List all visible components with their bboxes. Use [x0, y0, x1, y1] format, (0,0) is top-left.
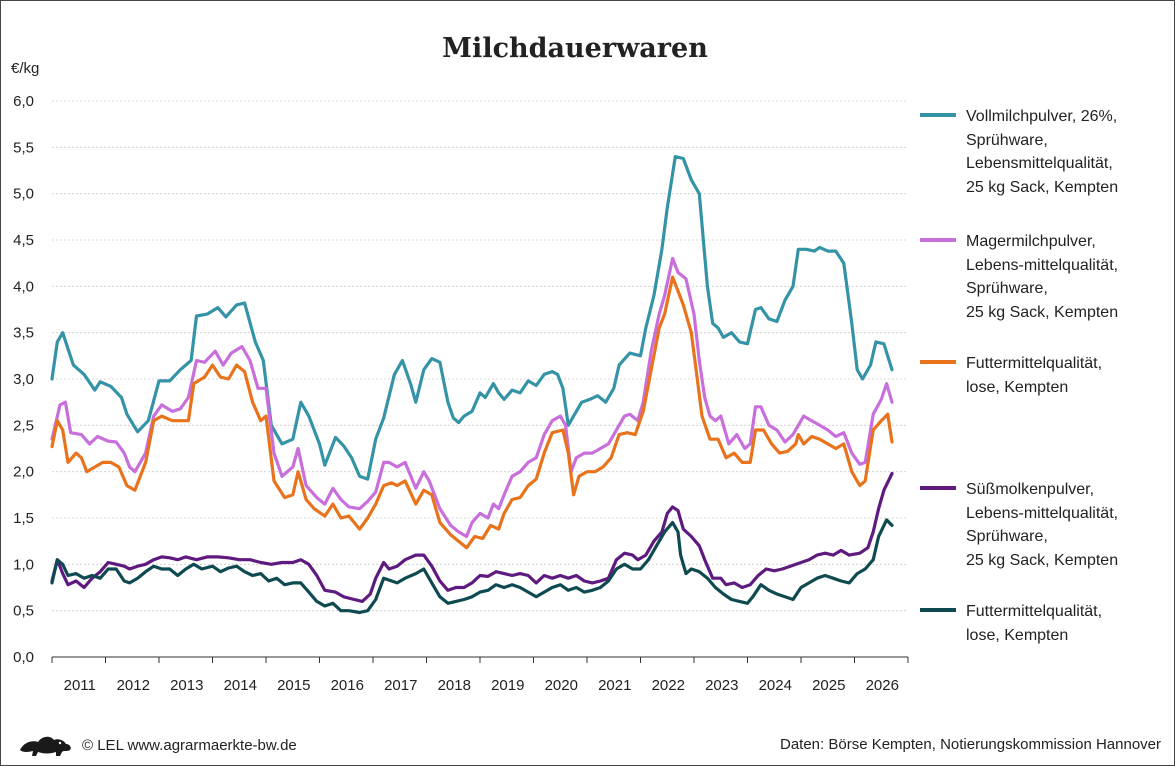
- legend-label: Magermilchpulver, Lebens-mittelqualität, S…: [966, 230, 1166, 324]
- x-tick-label: 2013: [170, 677, 203, 694]
- y-tick-label: 3,5: [13, 325, 34, 342]
- legend-swatch: [920, 486, 956, 490]
- legend-item-3: Süßmolkenpulver, Lebens-mittelqualität, Sp…: [920, 478, 1166, 572]
- legend-label-line: Lebens-mittelqualität,: [966, 256, 1119, 274]
- y-tick-label: 6,0: [13, 93, 34, 110]
- legend-swatch: [920, 608, 956, 612]
- series-line-2: [50, 275, 894, 550]
- x-tick-label: 2018: [438, 677, 471, 694]
- legend-label-line: Vollmilchpulver, 26%,: [966, 108, 1118, 125]
- legend-swatch: [920, 360, 956, 364]
- legend-label-line: 25 kg Sack, Kempten: [966, 551, 1119, 569]
- x-tick-label: 2014: [224, 677, 257, 694]
- y-tick-label: 5,0: [13, 186, 34, 203]
- x-tick-label: 2021: [598, 677, 631, 694]
- series-line-1: [50, 256, 894, 539]
- y-tick-label: 2,5: [13, 417, 34, 434]
- legend-label-line: Lebens-mittelqualität,: [966, 504, 1119, 522]
- legend-label-line: Sprühware,: [966, 131, 1048, 149]
- line-chart: 0,00,51,01,52,02,53,03,54,04,55,05,56,0 …: [13, 93, 909, 694]
- legend-label-line: Süßmolkenpulver,: [966, 481, 1095, 498]
- legend-item-1: Magermilchpulver, Lebens-mittelqualität, S…: [920, 230, 1166, 324]
- y-tick-label: 5,5: [13, 139, 34, 156]
- x-tick-label: 2015: [277, 677, 310, 694]
- x-tick-label: 2012: [117, 677, 150, 694]
- x-tick-label: 2023: [705, 677, 738, 694]
- x-tick-label: 2024: [759, 677, 792, 694]
- credit-text: © LEL www.agrarmaerkte-bw.de: [82, 736, 297, 754]
- y-axis-unit: €/kg: [11, 60, 40, 77]
- legend-label-line: lose, Kempten: [966, 626, 1069, 644]
- y-tick-label: 3,0: [13, 371, 34, 388]
- series-line-3: [50, 471, 894, 603]
- legend-item-4: Futtermittelqualität, lose, Kempten: [920, 600, 1166, 647]
- legend-label-line: Sprühware,: [966, 528, 1048, 545]
- lion-icon: [20, 736, 71, 756]
- series-lines: [50, 155, 894, 615]
- y-tick-labels: 0,0 0,5 1,0 1,5 2,0 2,5 3,0 3,5 4,0 4,5 5,0 5,5 6,0: [13, 93, 34, 666]
- x-tick-label: 2022: [652, 677, 685, 694]
- x-tick-labels: 2011 2012 2013 2014 2015 2016 2017 2018 2019 2020…: [64, 677, 899, 694]
- legend-item-2: Futtermittelqualität, lose, Kempten: [920, 352, 1166, 399]
- legend-label-line: lose, Kempten: [966, 378, 1069, 396]
- x-tick-label: 2026: [866, 677, 899, 694]
- legend-item-0: Vollmilchpulver, 26%, Sprühware, Lebensmit…: [920, 105, 1166, 199]
- x-tick-label: 2025: [812, 677, 845, 694]
- y-tick-label: 4,0: [13, 278, 34, 295]
- legend-swatch: [920, 238, 956, 242]
- y-tick-label: 0,5: [13, 603, 34, 620]
- series-line-4: [50, 518, 894, 615]
- gridlines: [51, 100, 909, 663]
- legend-label: Futtermittelqualität, lose, Kempten: [966, 352, 1166, 399]
- legend-label: Süßmolkenpulver, Lebens-mittelqualität, Sp…: [966, 478, 1166, 572]
- y-tick-label: 2,0: [13, 464, 34, 481]
- legend-label: Vollmilchpulver, 26%, Sprühware, Lebensmit…: [966, 105, 1166, 199]
- legend-label-line: Futtermittelqualität,: [966, 355, 1103, 372]
- legend-label-line: Magermilchpulver,: [966, 233, 1096, 250]
- legend-label-line: Sprühware,: [966, 280, 1048, 297]
- legend-label-line: 25 kg Sack, Kempten: [966, 178, 1119, 196]
- x-tick-label: 2017: [384, 677, 417, 694]
- chart-title: Milchdauerwaren: [442, 33, 708, 64]
- y-tick-label: 1,5: [13, 510, 34, 527]
- y-tick-label: 1,0: [13, 556, 34, 573]
- legend-swatch: [920, 113, 956, 117]
- legend-label-line: Lebensmittelqualität,: [966, 155, 1113, 172]
- x-tick-label: 2016: [331, 677, 364, 694]
- legend-label: Futtermittelqualität, lose, Kempten: [966, 600, 1166, 647]
- footer-credit: © LEL www.agrarmaerkte-bw.de: [18, 732, 297, 758]
- x-tick-label: 2011: [64, 677, 96, 694]
- x-tick-label: 2020: [545, 677, 578, 694]
- series-line-0: [50, 155, 894, 481]
- y-tick-label: 0,0: [13, 649, 34, 666]
- data-source: Daten: Börse Kempten, Notierungskommissi…: [779, 736, 1161, 753]
- legend-label-line: Futtermittelqualität,: [966, 603, 1103, 620]
- x-tick-label: 2019: [491, 677, 524, 694]
- y-tick-label: 4,5: [13, 232, 34, 249]
- legend-label-line: 25 kg Sack, Kempten: [966, 303, 1119, 321]
